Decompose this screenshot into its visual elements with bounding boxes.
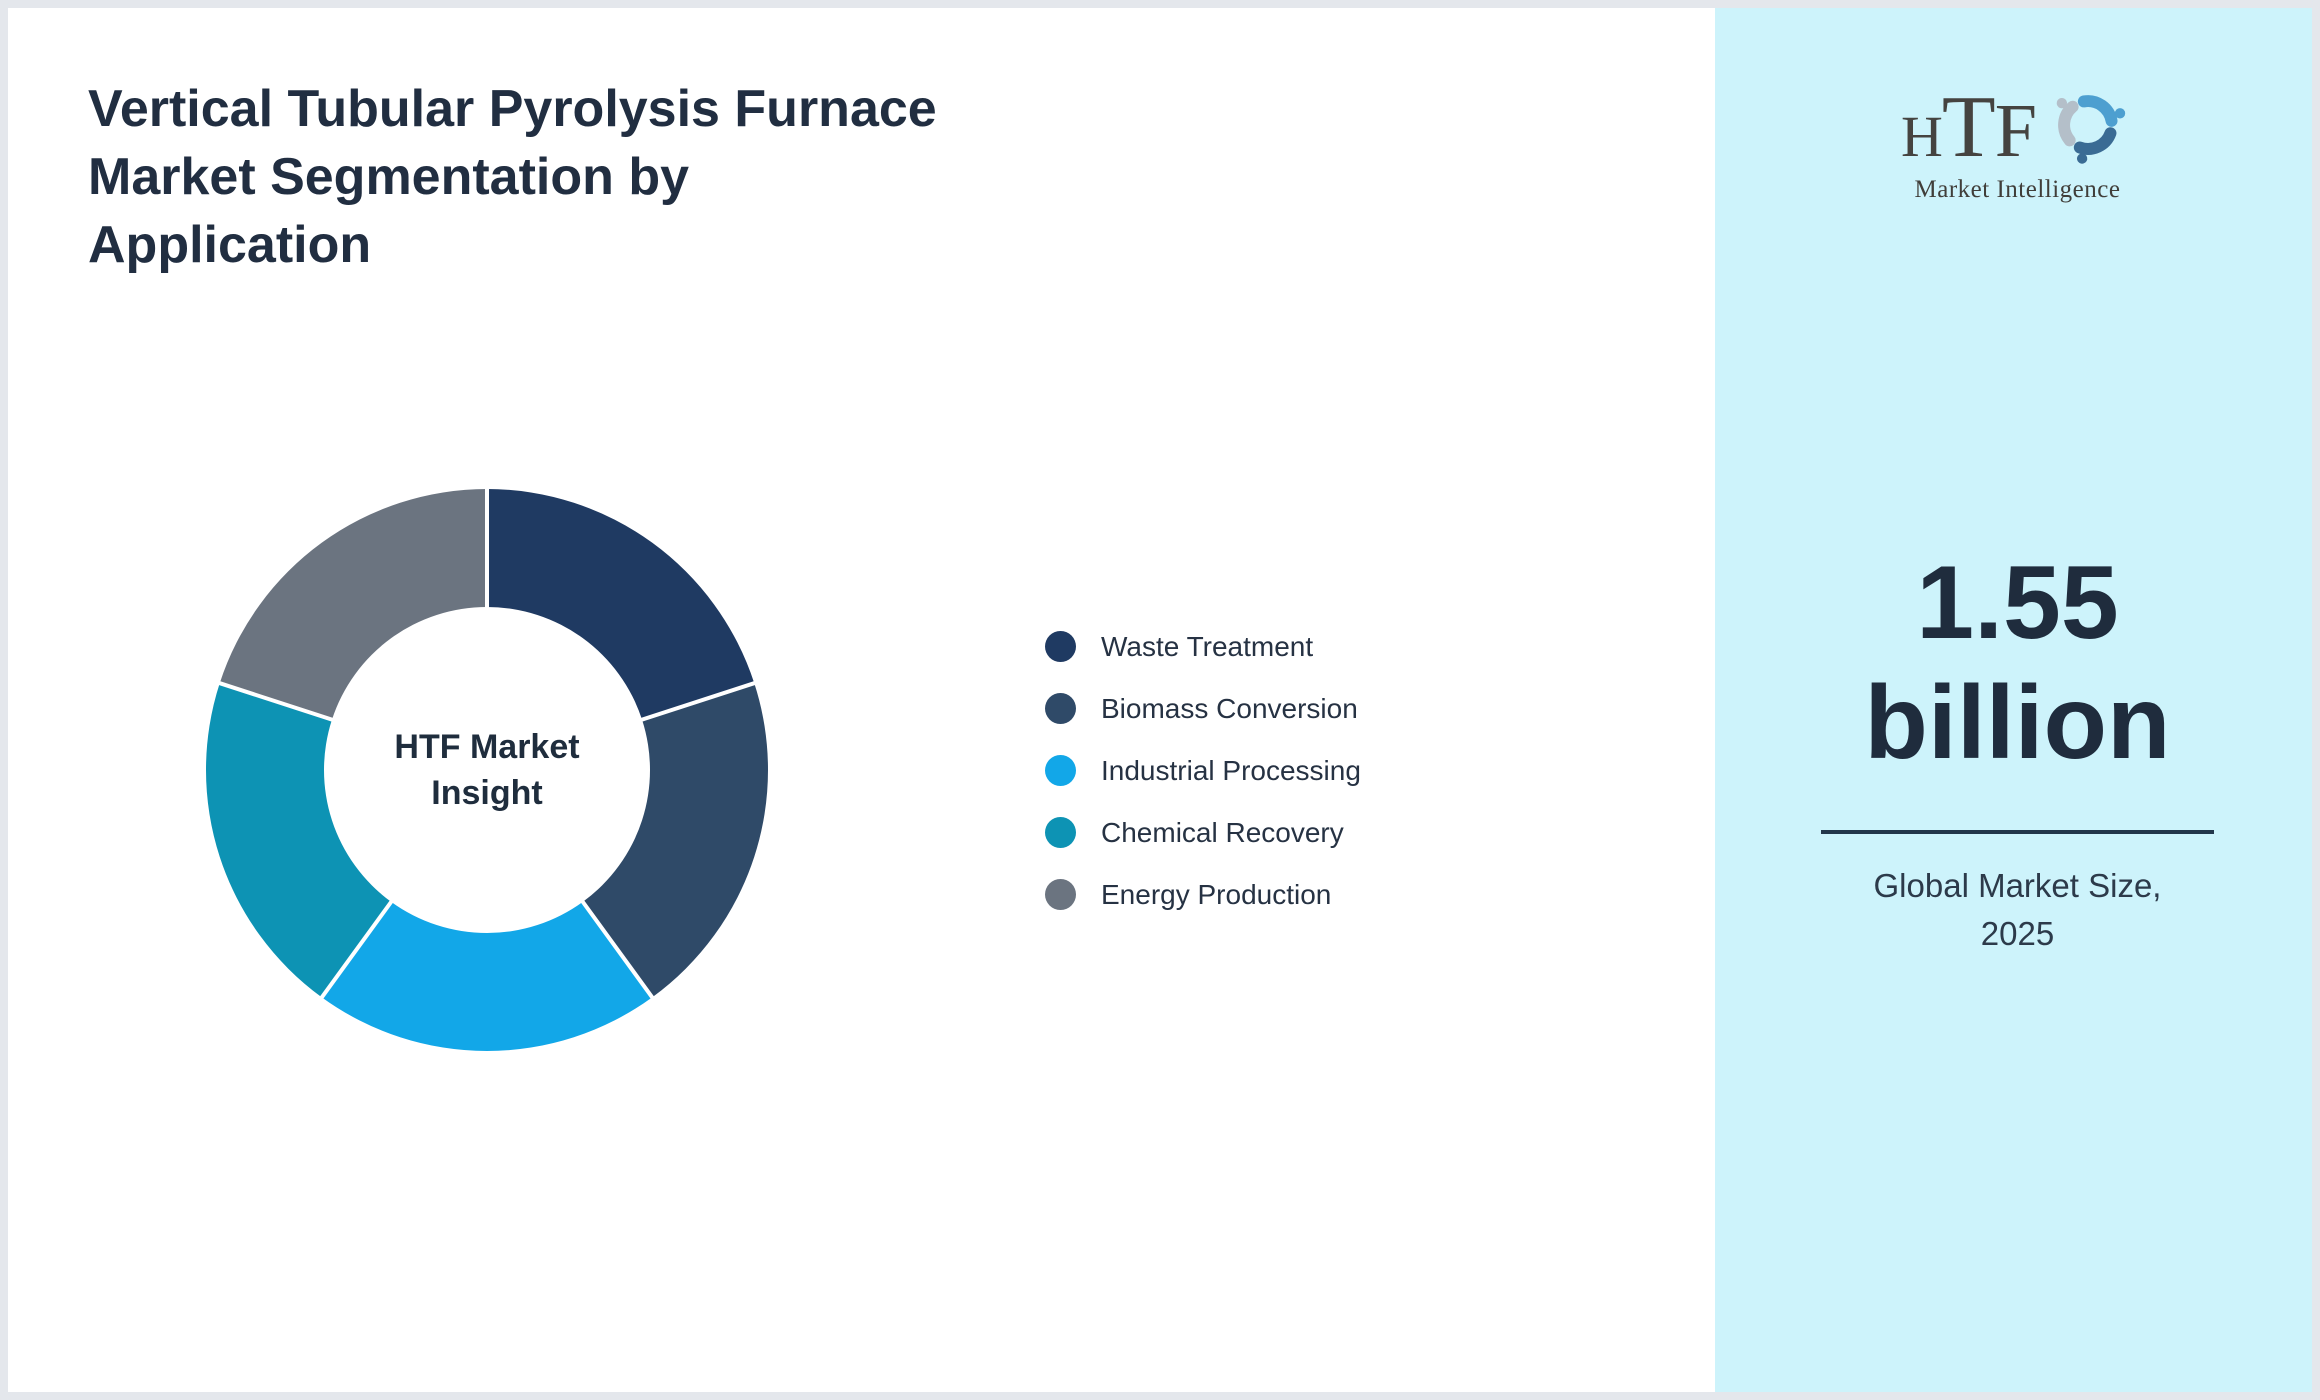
donut-segment-energy-production: [219, 489, 487, 720]
donut-segment-separator: [319, 899, 394, 1001]
legend-color-dot: [1045, 879, 1076, 910]
market-size-value: 1.55 billion: [1864, 545, 2171, 781]
donut-segment-waste-treatment: [487, 489, 755, 720]
donut-segment-industrial-processing: [321, 901, 653, 1051]
legend-item: Chemical Recovery: [1045, 817, 1361, 848]
donut-segment-separator: [580, 899, 655, 1001]
legend-color-dot: [1045, 817, 1076, 848]
legend-item: Industrial Processing: [1045, 755, 1361, 786]
donut-segment-chemical-recovery: [206, 683, 392, 998]
htf-logo-swirl-icon: [2056, 95, 2126, 164]
legend: Waste Treatment Biomass Conversion Industr…: [1045, 631, 1361, 910]
donut-segment-separator: [639, 680, 757, 723]
market-size-caption: Global Market Size, 2025: [1873, 867, 2162, 952]
htf-logo-wordmark: HTF: [1901, 84, 2037, 173]
legend-label: Waste Treatment: [1101, 630, 1314, 662]
divider-line: [1821, 830, 2214, 834]
page-title: Vertical Tubular Pyrolysis Furnace Marke…: [88, 79, 937, 274]
legend-color-dot: [1045, 693, 1076, 724]
htf-logo-letter: F: [1994, 89, 2037, 173]
legend-label: Industrial Processing: [1101, 754, 1361, 786]
htf-logo-letter: T: [1941, 79, 1996, 176]
legend-label: Energy Production: [1101, 878, 1332, 910]
htf-logo-tagline: Market Intelligence: [1914, 176, 2121, 203]
htf-logo-brand-row: HTF: [1901, 84, 2134, 172]
donut-chart: [206, 487, 768, 1051]
donut-segment-biomass-conversion: [582, 683, 768, 998]
htf-logo: HTF: [1715, 84, 2320, 204]
legend-item: Biomass Conversion: [1045, 693, 1361, 724]
htf-logo-letter: H: [1901, 104, 1943, 169]
donut-chart-container: HTF Market Insight: [203, 486, 771, 1054]
sidebar: HTF: [1715, 0, 2320, 1400]
donut-segment-separator: [217, 680, 335, 723]
legend-color-dot: [1045, 631, 1076, 662]
legend-label: Chemical Recovery: [1101, 816, 1344, 848]
legend-label: Biomass Conversion: [1101, 692, 1358, 724]
legend-item: Energy Production: [1045, 879, 1361, 910]
legend-color-dot: [1045, 755, 1076, 786]
legend-item: Waste Treatment: [1045, 631, 1361, 662]
